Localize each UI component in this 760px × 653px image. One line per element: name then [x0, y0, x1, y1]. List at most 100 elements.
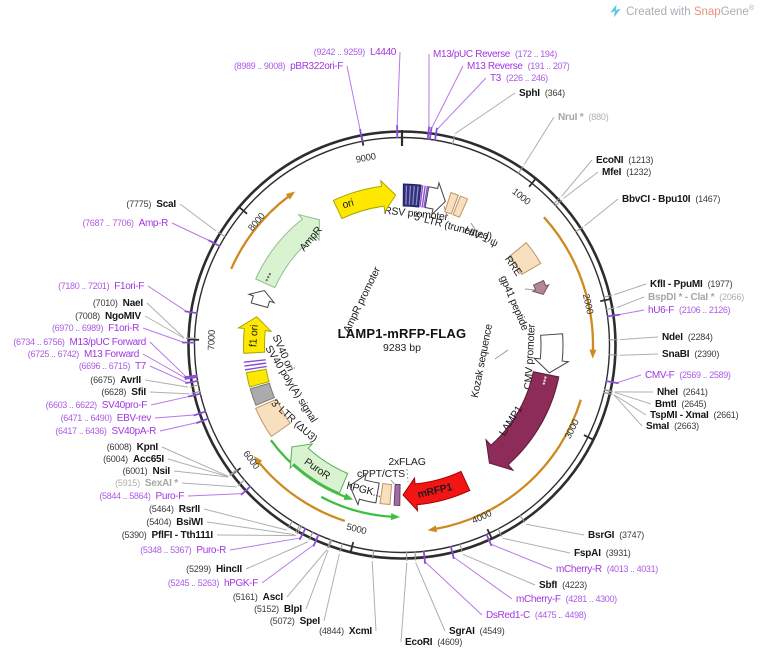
enzyme-label-acc65i[interactable]: (6004)Acc65I — [103, 454, 164, 465]
primer-label-t7[interactable]: (6696 .. 6715)T7 — [79, 361, 147, 372]
orf-arrowhead — [589, 350, 596, 359]
enzyme-label-snabi[interactable]: SnaBI(2390) — [662, 349, 719, 360]
ampr-truncation-dot — [269, 273, 271, 275]
primer-label-sv40pa-r[interactable]: (6417 .. 6436)SV40pA-R — [55, 426, 156, 437]
enzyme-label-blpi[interactable]: (5152)BlpI — [254, 604, 302, 615]
leader-mcherry-r — [491, 544, 552, 569]
enzyme-label-bbvci-bpu10i[interactable]: BbvCI - Bpu10I(1467) — [622, 194, 720, 205]
ampr-shape[interactable] — [256, 215, 320, 288]
enzyme-label-naei[interactable]: (7010)NaeI — [93, 298, 144, 309]
primer-label-hpgk-f[interactable]: (5245 .. 5263)hPGK-F — [168, 578, 258, 589]
primer-site-mark-pbr322ori-f — [360, 129, 362, 142]
enzyme-label-xcmi[interactable]: (4844)XcmI — [319, 626, 372, 637]
enzyme-label-kpni[interactable]: (6008)KpnI — [107, 442, 159, 453]
primer-label-f1ori-r[interactable]: (6970 .. 6989)F1ori-R — [52, 323, 139, 334]
primer-label-puro-r[interactable]: (5348 .. 5367)Puro-R — [140, 545, 226, 556]
enzyme-label-sgrai[interactable]: SgrAI(4549) — [449, 626, 505, 637]
primer-label-m13-puc-forward[interactable]: (6734 .. 6756)M13/pUC Forward — [13, 337, 146, 348]
enzyme-label-bsrgi[interactable]: BsrGI(3747) — [588, 530, 644, 541]
primer-label-mcherry-r[interactable]: mCherry-R(4013 .. 4031) — [556, 564, 658, 575]
enzyme-label-avrii[interactable]: (6675)AvrII — [90, 375, 141, 386]
enzyme-label-bmti[interactable]: BmtI(2645) — [655, 399, 706, 410]
primer-site-mark-t7 — [185, 381, 198, 383]
primer-label-t3[interactable]: T3(226 .. 246) — [490, 73, 548, 84]
rsv-promoter-stripe — [406, 186, 407, 205]
primer-site-mark-m13-puc-reverse — [428, 127, 430, 140]
enzyme-label-nrui[interactable]: NruI *(880) — [558, 112, 609, 123]
leader-sv40pa-r — [160, 422, 198, 431]
primer-label-dsred1-c[interactable]: DsRed1-C(4475 .. 4498) — [486, 610, 586, 621]
ampr-promoter-shape[interactable] — [249, 291, 274, 308]
leader-sv40pro-f — [151, 396, 190, 405]
primer-label-l4440[interactable]: (9242 .. 9259)L4440 — [314, 47, 397, 58]
enzyme-label-mfei[interactable]: MfeI(1232) — [602, 167, 651, 178]
primer-label-cmv-f[interactable]: CMV-F(2569 .. 2589) — [645, 370, 731, 381]
watermark-text: Created with SnapGene® — [626, 5, 754, 18]
orf-arrowhead — [391, 513, 400, 520]
enzyme-label-fspai[interactable]: FspAI(3931) — [574, 548, 631, 559]
primer-label-amp-r[interactable]: (7687 .. 7706)Amp-R — [82, 218, 168, 229]
primer-label-puro-f[interactable]: (5844 .. 5864)Puro-F — [99, 491, 184, 502]
leader-blpi — [306, 550, 328, 609]
feature-ampr[interactable]: AmpR — [256, 215, 325, 288]
leader-bspdi-clai — [617, 297, 644, 308]
orf-arrowhead — [428, 525, 437, 532]
leader-cmv-f — [617, 375, 641, 383]
primer-label-mcherry-f[interactable]: mCherry-F(4281 .. 4300) — [516, 594, 617, 605]
enzyme-label-kfli-ppumi[interactable]: KflI - PpuMI(1977) — [650, 279, 733, 290]
f1-ori-label[interactable]: f1 ori — [247, 325, 261, 348]
enzyme-label-ndei[interactable]: NdeI(2284) — [662, 332, 713, 343]
enzyme-label-sfii[interactable]: (6628)SfiI — [101, 387, 146, 398]
leader-sphi — [455, 93, 515, 134]
leader-fspai — [503, 538, 570, 553]
scale-tick-label: 8000 — [246, 211, 268, 234]
gp41-peptide-label[interactable]: gp41 peptide — [497, 274, 531, 333]
enzyme-label-rsrii[interactable]: (5464)RsrII — [149, 504, 200, 515]
feature-mrfp1[interactable]: mRFP1 — [403, 471, 470, 510]
enzyme-label-sbfi[interactable]: SbfI(4223) — [539, 580, 587, 591]
ampr-promoter-label[interactable]: AmpR promoter — [341, 265, 383, 335]
enzyme-label-econi[interactable]: EcoNI(1213) — [596, 155, 653, 166]
primer-label-m13-forward[interactable]: (6725 .. 6742)M13 Forward — [28, 349, 139, 360]
primer-label-pbr322ori-f[interactable]: (8989 .. 9008)pBR322ori-F — [234, 61, 343, 72]
primer-label-hu6-f[interactable]: hU6-F(2106 .. 2126) — [648, 305, 731, 316]
enzyme-label-nsii[interactable]: (6001)NsiI — [123, 466, 171, 477]
enzyme-label-pflfi-tth111i[interactable]: (5390)PflFI - Tth111I — [122, 530, 214, 541]
cppt-cts-shape[interactable] — [380, 484, 391, 505]
leader-ndei — [620, 337, 658, 340]
enzyme-label-sphi[interactable]: SphI(364) — [519, 88, 565, 99]
snapgene-watermark: Created with SnapGene® — [609, 4, 754, 18]
flag-2x-label[interactable]: 2xFLAG — [388, 456, 425, 468]
primer-label-f1ori-f[interactable]: (7180 .. 7201)F1ori-F — [58, 281, 144, 292]
cmv-promoter-shape[interactable] — [534, 334, 568, 373]
enzyme-label-scai[interactable]: (7775)ScaI — [126, 199, 176, 210]
enzyme-label-asci[interactable]: (5161)AscI — [233, 592, 284, 603]
primer-label-sv40pro-f[interactable]: (6603 .. 6622)SV40pro-F — [46, 400, 148, 411]
enzyme-label-smai[interactable]: SmaI(2663) — [646, 421, 699, 432]
feature-gp41-peptide[interactable]: gp41 peptide — [497, 274, 549, 333]
primer-label-m13-puc-reverse[interactable]: M13/pUC Reverse(172 .. 194) — [433, 49, 557, 60]
enzyme-label-ecori[interactable]: EcoRI(4609) — [405, 637, 462, 648]
enzyme-label-hincii[interactable]: (5299)HincII — [186, 564, 242, 575]
scale-tick-label: 3000 — [563, 418, 582, 441]
gp41-peptide-shape[interactable] — [533, 281, 549, 295]
enzyme-label-ngomiv[interactable]: (7008)NgoMIV — [75, 311, 141, 322]
leader-puro-r — [230, 538, 301, 550]
cut-site-mark-sgrai — [415, 552, 416, 561]
cppt-cts-leader — [391, 480, 394, 484]
enzyme-label-sexai[interactable]: (5915)SexAI * — [115, 478, 178, 489]
plasmid-name: LAMP1-mRFP-FLAG — [302, 326, 502, 341]
enzyme-label-nhei[interactable]: NheI(2641) — [657, 387, 708, 398]
enzyme-label-bspdi-clai[interactable]: BspDI * - ClaI *(2066) — [648, 292, 744, 303]
flag-2x-shape[interactable] — [394, 484, 400, 505]
scale-tick-label: 9000 — [355, 151, 377, 166]
leader-spei — [324, 554, 339, 621]
enzyme-label-spei[interactable]: (5072)SpeI — [270, 616, 321, 627]
orf-arrowhead — [344, 493, 354, 500]
enzyme-label-bsiwi[interactable]: (5404)BsiWI — [146, 517, 203, 528]
enzyme-label-tspmi-xmai[interactable]: TspMI - XmaI(2661) — [650, 410, 739, 421]
primer-label-ebv-rev[interactable]: (6471 .. 6490)EBV-rev — [61, 413, 152, 424]
primer-label-m13-reverse[interactable]: M13 Reverse(191 .. 207) — [467, 61, 570, 72]
leader-ecori — [401, 563, 407, 642]
